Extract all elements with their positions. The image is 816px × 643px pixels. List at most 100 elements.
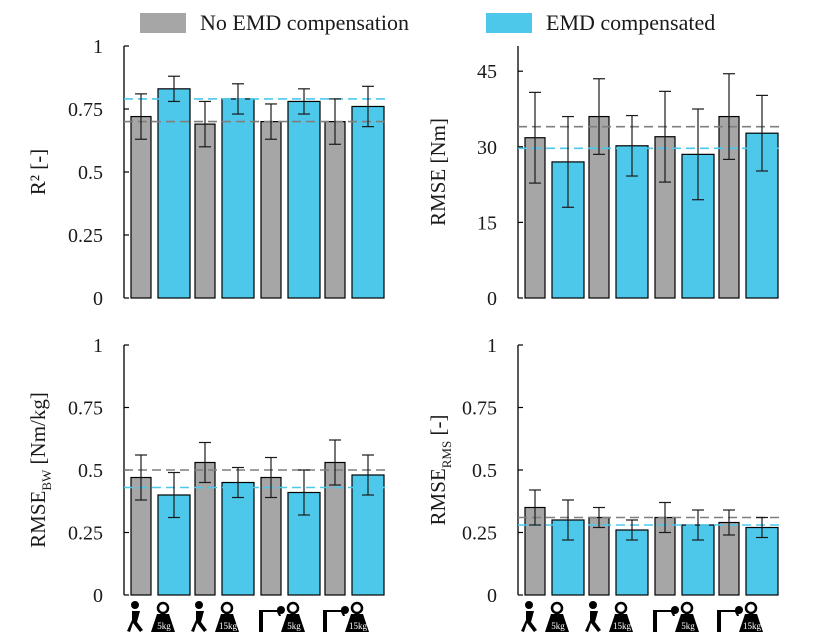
y-tick-label: 0.25 [68, 225, 103, 247]
bar-emd [287, 100, 321, 299]
squat-figure-icon: 5kg [127, 601, 175, 632]
condition-icons-2: 5kg 15kg 5kg 15kg [521, 601, 763, 632]
figure-head [277, 606, 285, 614]
squat-figure-icon: 15kg [585, 601, 633, 632]
y-tick-label: 15 [477, 212, 497, 234]
weight-label: 5kg [681, 621, 695, 631]
figure-head [525, 601, 533, 609]
weight-body [609, 614, 633, 632]
weight-handle [614, 601, 628, 615]
weight-icon: 5kg [151, 601, 175, 632]
weight-body [345, 614, 369, 632]
figure-head [735, 606, 743, 614]
bar-no-emd [324, 120, 346, 299]
y-tick-label: 0.75 [68, 398, 103, 420]
y-axis-label: RMSEBW [Nm/kg] [26, 392, 54, 548]
legend-item-emd: EMD compensated [486, 10, 715, 36]
bar-emd [351, 105, 385, 299]
y-axis-label: RMSE [Nm] [426, 118, 450, 226]
weight-body [545, 614, 569, 632]
chart-panel-4: 0 0.25 0.5 0.75 1 RMSERMS [-] [426, 335, 784, 607]
y-tick-label: 0 [487, 585, 497, 607]
weight-icon: 5kg [675, 601, 699, 632]
y-tick-label: 0.5 [78, 460, 103, 482]
bar-no-emd [588, 516, 610, 596]
weight-body [281, 614, 305, 632]
chart-panel-3: 0 0.25 0.5 0.75 1 RMSEBW [Nm/kg] [26, 335, 390, 607]
y-axis-label: R² [-] [26, 149, 50, 196]
stoop-figure-icon: 15kg [717, 601, 763, 632]
weight-handle [156, 601, 170, 615]
weight-label: 15kg [743, 621, 762, 631]
weight-body [739, 614, 763, 632]
y-tick-label: 0 [487, 288, 497, 310]
condition-icons-1: 5kg 15kg 5kg 15kg [127, 601, 369, 632]
legend-swatch-emd [486, 13, 532, 33]
weight-handle [286, 601, 300, 615]
figure-body [585, 611, 601, 632]
weight-body [675, 614, 699, 632]
squat-figure-icon: 15kg [191, 601, 239, 632]
figure-head [671, 606, 679, 614]
y-tick-label: 0 [93, 585, 103, 607]
weight-label: 15kg [613, 621, 632, 631]
bar-emd [221, 98, 255, 299]
weight-label: 15kg [349, 621, 368, 631]
y-axis-label: RMSERMS [-] [426, 415, 454, 526]
legend-item-no-emd: No EMD compensation [140, 10, 409, 36]
y-tick-label: 0.5 [78, 162, 103, 184]
y-tick-label: 1 [487, 335, 497, 357]
bar-no-emd [130, 115, 152, 299]
weight-icon: 15kg [345, 601, 369, 632]
figure-body [323, 610, 345, 632]
figure-head [195, 601, 203, 609]
weight-icon: 5kg [281, 601, 305, 632]
weight-label: 5kg [551, 621, 565, 631]
legend-label-emd: EMD compensated [546, 10, 716, 35]
weight-body [215, 614, 239, 632]
weight-icon: 5kg [545, 601, 569, 632]
weight-handle [744, 601, 758, 615]
chart-panel-2: 0 15 30 45 RMSE [Nm] [426, 46, 784, 310]
weight-icon: 15kg [609, 601, 633, 632]
y-tick-label: 1 [93, 36, 103, 58]
y-tick-label: 0.75 [462, 398, 497, 420]
figure-body [717, 610, 739, 632]
legend: No EMD compensation EMD compensated [0, 0, 816, 44]
squat-figure-icon: 5kg [521, 601, 569, 632]
weight-body [151, 614, 175, 632]
bar-no-emd [260, 120, 282, 299]
stoop-figure-icon: 5kg [653, 601, 699, 632]
y-tick-label: 0 [93, 288, 103, 310]
bar-emd [745, 526, 779, 596]
stoop-figure-icon: 15kg [323, 601, 369, 632]
figure-head [131, 601, 139, 609]
figure-body [191, 611, 207, 632]
y-tick-label: 0.25 [68, 523, 103, 545]
weight-icon: 15kg [739, 601, 763, 632]
bar-no-emd [194, 123, 216, 299]
legend-swatch-no-emd [140, 13, 186, 33]
weight-label: 15kg [219, 621, 238, 631]
weight-handle [550, 601, 564, 615]
figure-body [521, 611, 537, 632]
weight-icon: 15kg [215, 601, 239, 632]
figure-body [259, 610, 281, 632]
y-tick-label: 1 [93, 335, 103, 357]
y-tick-label: 0.75 [68, 99, 103, 121]
y-tick-label: 30 [477, 137, 497, 159]
chart-panel-1: 0 0.25 0.5 0.75 1 R² [-] [26, 36, 390, 310]
figure-body [127, 611, 143, 632]
bar-emd [221, 481, 255, 596]
y-tick-label: 0.25 [462, 523, 497, 545]
figure-head [589, 601, 597, 609]
bar-emd [157, 88, 191, 299]
weight-handle [680, 601, 694, 615]
figure-head [341, 606, 349, 614]
bar-emd [615, 529, 649, 596]
weight-label: 5kg [287, 621, 301, 631]
weight-handle [220, 601, 234, 615]
figure-body [653, 610, 675, 632]
stoop-figure-icon: 5kg [259, 601, 305, 632]
